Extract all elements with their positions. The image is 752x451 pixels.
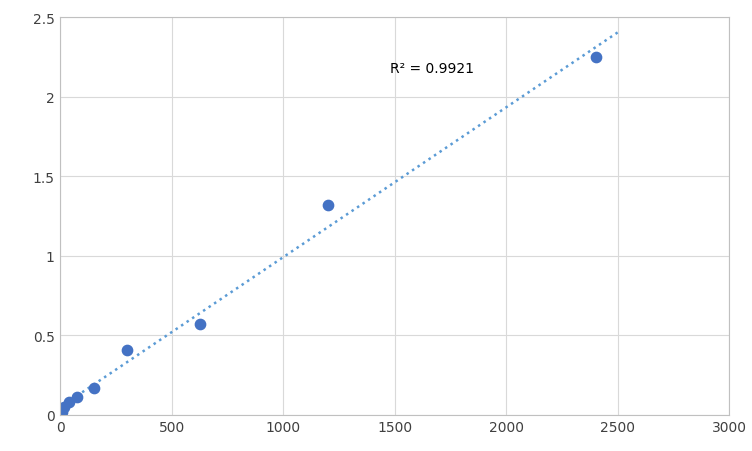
Point [71, 394, 83, 401]
Text: R² = 0.9921: R² = 0.9921 [390, 62, 475, 76]
Point [62, 399, 74, 406]
Point [121, 346, 133, 354]
Point [193, 321, 205, 328]
Point [56, 409, 68, 416]
Point [87, 384, 99, 391]
Point [590, 54, 602, 61]
Point [59, 403, 71, 410]
Point [322, 202, 334, 209]
